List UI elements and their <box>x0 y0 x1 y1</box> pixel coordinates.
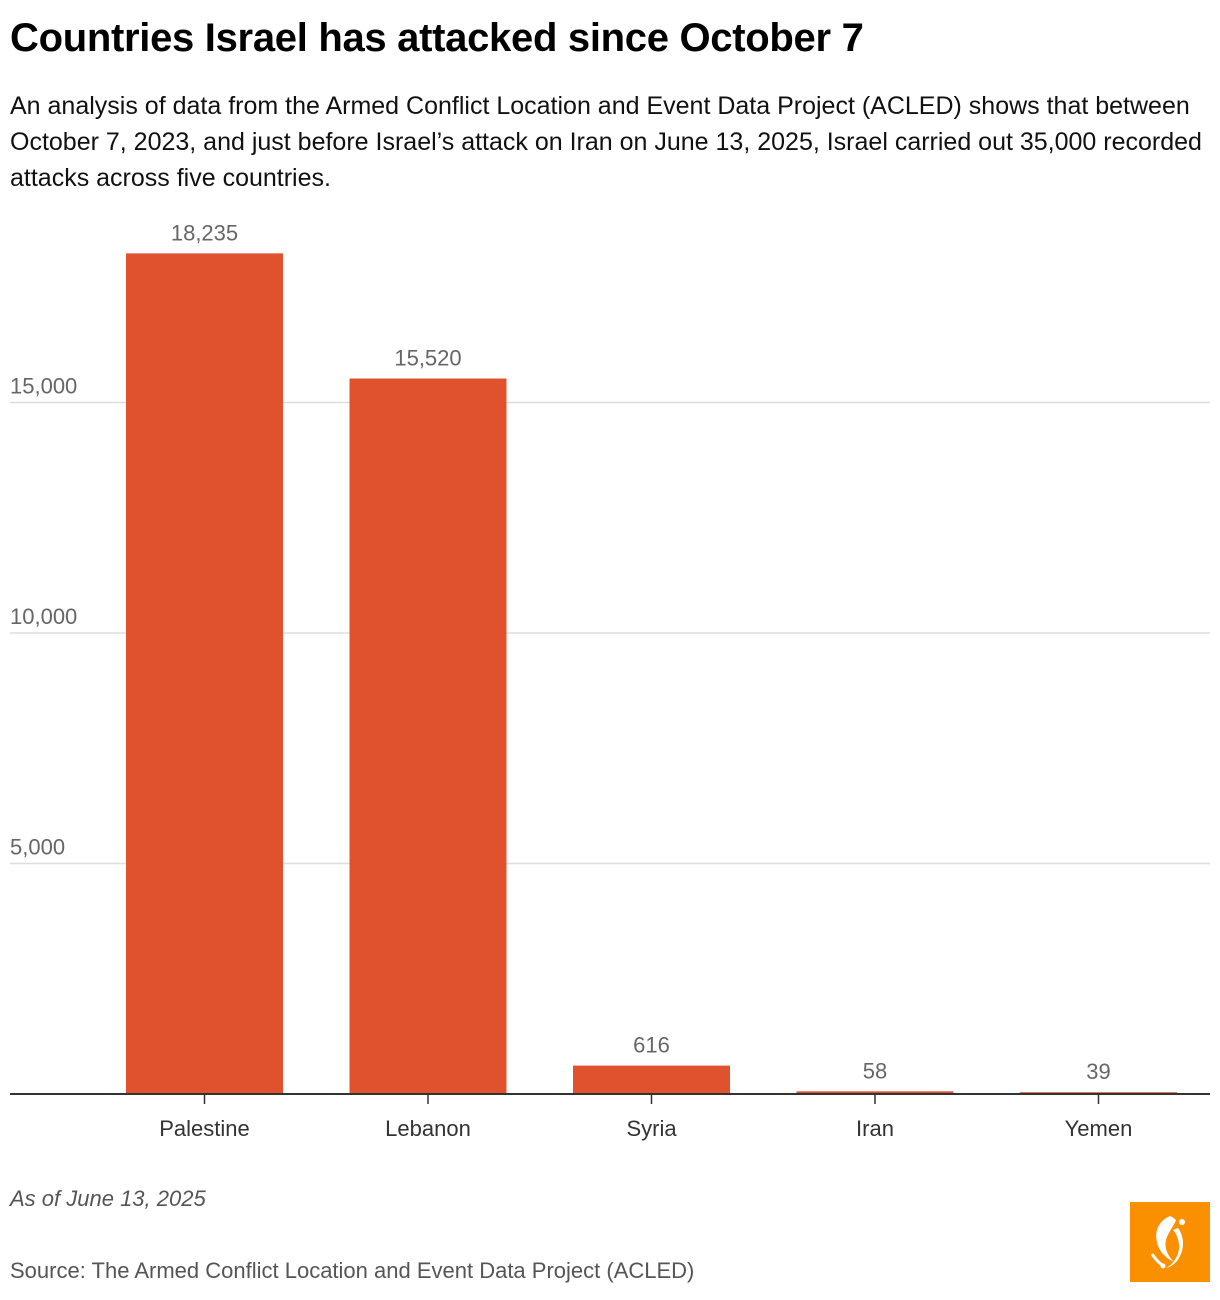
x-tick-label: Yemen <box>1065 1116 1133 1141</box>
data-label: 58 <box>863 1058 887 1083</box>
chart-subtitle: An analysis of data from the Armed Confl… <box>10 92 1202 192</box>
bar <box>573 1065 730 1094</box>
x-tick-label: Palestine <box>159 1116 250 1141</box>
y-tick-label: 15,000 <box>10 374 77 399</box>
chart-title: Countries Israel has attacked since Octo… <box>10 16 864 60</box>
x-tick-label: Lebanon <box>385 1116 471 1141</box>
bar-chart: 5,000 10,000 15,000 18,235 Palestine 15,520 Le… <box>10 220 1210 1141</box>
source-note: Source: The Armed Conflict Location and … <box>10 1258 695 1283</box>
y-tick-label: 5,000 <box>10 835 65 860</box>
bar <box>126 253 283 1094</box>
al-jazeera-logo-icon <box>1130 1202 1210 1282</box>
y-tick-label: 10,000 <box>10 604 77 629</box>
x-tick-label: Syria <box>626 1116 677 1141</box>
bar <box>796 1091 954 1094</box>
data-label: 18,235 <box>171 220 238 245</box>
data-label: 15,520 <box>394 346 461 371</box>
bar <box>349 378 507 1094</box>
x-tick-label: Iran <box>856 1116 894 1141</box>
data-label: 616 <box>633 1033 670 1058</box>
data-label: 39 <box>1086 1059 1110 1084</box>
date-note: As of June 13, 2025 <box>10 1186 206 1211</box>
